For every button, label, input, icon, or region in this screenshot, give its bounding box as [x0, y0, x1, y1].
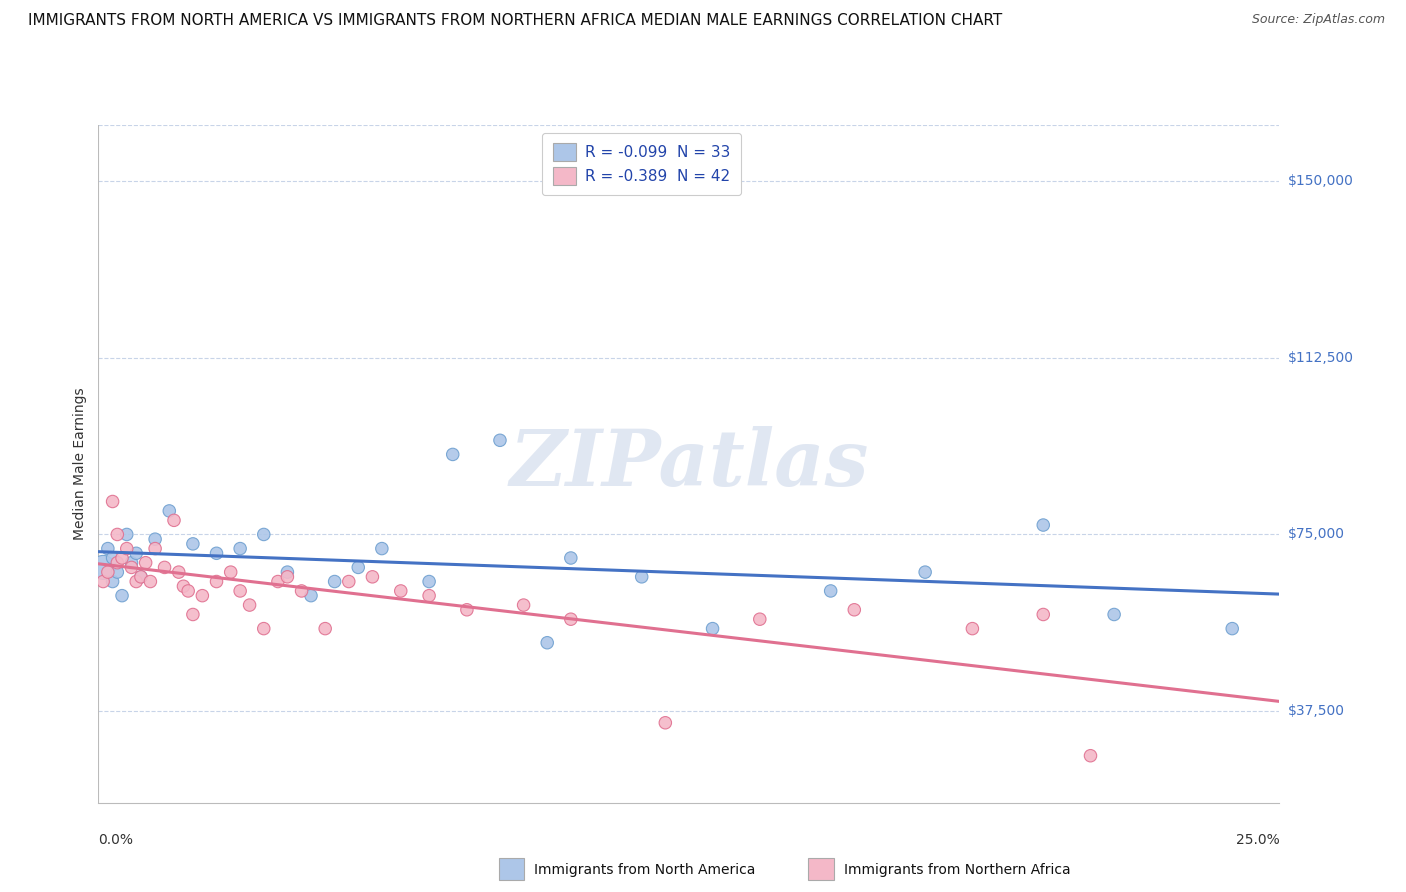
- Point: [91, 574, 114, 589]
- Point: [153, 560, 176, 574]
- Point: [702, 622, 724, 636]
- Point: [167, 565, 190, 579]
- Point: [748, 612, 770, 626]
- Point: [337, 574, 360, 589]
- Point: [962, 622, 984, 636]
- Point: [121, 560, 143, 574]
- Legend: R = -0.099  N = 33, R = -0.389  N = 42: R = -0.099 N = 33, R = -0.389 N = 42: [543, 133, 741, 195]
- Point: [654, 715, 676, 730]
- Point: [1032, 518, 1054, 533]
- Point: [219, 565, 242, 579]
- Point: [314, 622, 336, 636]
- Point: [489, 434, 512, 448]
- Point: [267, 574, 290, 589]
- Point: [1032, 607, 1054, 622]
- Point: [91, 560, 114, 574]
- Point: [101, 551, 124, 566]
- Point: [115, 541, 138, 556]
- Point: [143, 532, 166, 546]
- Point: [105, 556, 128, 570]
- Point: [630, 570, 652, 584]
- Point: [389, 584, 412, 599]
- Point: [129, 570, 152, 584]
- Point: [121, 556, 143, 570]
- Point: [560, 612, 582, 626]
- Text: $75,000: $75,000: [1288, 527, 1344, 541]
- Point: [820, 584, 842, 599]
- Text: $150,000: $150,000: [1288, 174, 1354, 188]
- Point: [239, 598, 262, 612]
- Point: [125, 546, 148, 560]
- Point: [177, 584, 200, 599]
- Text: 0.0%: 0.0%: [98, 833, 134, 847]
- Point: [157, 504, 180, 518]
- Point: [1080, 748, 1102, 763]
- Point: [163, 513, 186, 527]
- Point: [105, 527, 128, 541]
- Point: [290, 584, 312, 599]
- Point: [276, 570, 298, 584]
- Point: [844, 603, 866, 617]
- Text: ZIPatlas: ZIPatlas: [509, 425, 869, 502]
- Text: 25.0%: 25.0%: [1236, 833, 1279, 847]
- Point: [299, 589, 322, 603]
- Text: IMMIGRANTS FROM NORTH AMERICA VS IMMIGRANTS FROM NORTHERN AFRICA MEDIAN MALE EAR: IMMIGRANTS FROM NORTH AMERICA VS IMMIGRA…: [28, 13, 1002, 29]
- Point: [139, 574, 162, 589]
- Point: [456, 603, 478, 617]
- Point: [441, 447, 464, 461]
- Point: [101, 494, 124, 508]
- Point: [191, 589, 214, 603]
- Y-axis label: Median Male Earnings: Median Male Earnings: [73, 387, 87, 541]
- Text: $37,500: $37,500: [1288, 704, 1344, 718]
- Point: [111, 589, 134, 603]
- Point: [1102, 607, 1125, 622]
- Point: [229, 584, 252, 599]
- Point: [418, 589, 440, 603]
- Point: [97, 541, 120, 556]
- Text: $112,500: $112,500: [1288, 351, 1354, 365]
- Point: [1220, 622, 1243, 636]
- Point: [205, 574, 228, 589]
- Point: [172, 579, 194, 593]
- Point: [276, 565, 298, 579]
- Point: [129, 570, 152, 584]
- Point: [253, 622, 276, 636]
- Point: [253, 527, 276, 541]
- Point: [115, 527, 138, 541]
- Point: [97, 565, 120, 579]
- Point: [371, 541, 394, 556]
- Point: [143, 541, 166, 556]
- Point: [914, 565, 936, 579]
- Point: [181, 537, 204, 551]
- Point: [536, 636, 558, 650]
- Point: [101, 574, 124, 589]
- Point: [111, 551, 134, 566]
- Point: [347, 560, 370, 574]
- Point: [229, 541, 252, 556]
- Point: [512, 598, 534, 612]
- Point: [105, 565, 128, 579]
- Text: Immigrants from Northern Africa: Immigrants from Northern Africa: [844, 863, 1070, 877]
- Point: [205, 546, 228, 560]
- Point: [125, 574, 148, 589]
- Point: [181, 607, 204, 622]
- Text: Source: ZipAtlas.com: Source: ZipAtlas.com: [1251, 13, 1385, 27]
- Point: [323, 574, 346, 589]
- Point: [560, 551, 582, 566]
- Point: [361, 570, 384, 584]
- Point: [135, 556, 157, 570]
- Point: [418, 574, 440, 589]
- Text: Immigrants from North America: Immigrants from North America: [534, 863, 755, 877]
